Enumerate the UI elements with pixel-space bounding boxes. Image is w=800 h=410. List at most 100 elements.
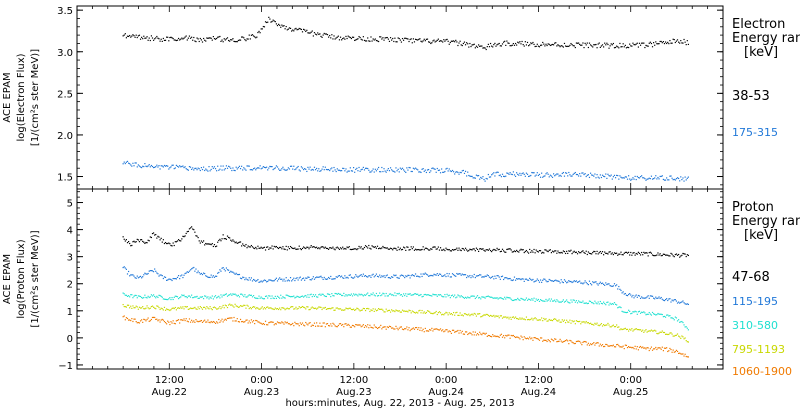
electron-point xyxy=(606,177,608,180)
proton-point xyxy=(371,326,373,329)
proton-point xyxy=(655,296,657,298)
proton-point xyxy=(510,249,512,251)
proton-point xyxy=(213,306,216,308)
proton-point xyxy=(561,281,563,283)
electron-point xyxy=(584,173,586,175)
proton-point xyxy=(211,276,213,278)
proton-point xyxy=(528,298,530,300)
electron-point xyxy=(274,21,276,23)
electron-point xyxy=(264,21,267,23)
proton-point xyxy=(475,315,478,317)
proton-point xyxy=(636,346,638,348)
proton-point xyxy=(399,311,401,313)
proton-point xyxy=(586,253,588,256)
electron-point xyxy=(462,42,464,45)
proton-point xyxy=(376,245,379,247)
proton-point xyxy=(419,249,421,251)
proton-point xyxy=(503,316,505,318)
proton-point xyxy=(393,274,395,276)
proton-point xyxy=(685,326,687,328)
proton-point xyxy=(685,255,687,258)
proton-point xyxy=(231,294,233,296)
proton-point xyxy=(512,299,514,302)
proton-point xyxy=(174,295,176,297)
proton-point xyxy=(521,336,523,338)
proton-point xyxy=(489,277,492,279)
proton-point xyxy=(229,303,231,305)
proton-point xyxy=(536,319,538,321)
electron-point xyxy=(321,36,323,38)
proton-point xyxy=(429,249,431,251)
proton-point xyxy=(351,295,354,297)
electron-point xyxy=(347,170,349,172)
proton-point xyxy=(188,270,191,272)
proton-point xyxy=(506,277,508,279)
proton-point xyxy=(145,273,147,275)
electron-point xyxy=(343,37,345,39)
proton-point xyxy=(547,320,549,322)
proton-point xyxy=(304,247,306,249)
electron-point xyxy=(186,39,188,41)
proton-point xyxy=(243,304,245,306)
electron-point xyxy=(499,45,501,47)
electron-point xyxy=(496,44,498,46)
proton-point xyxy=(248,307,250,310)
proton-point xyxy=(187,308,189,310)
proton-point xyxy=(185,232,187,235)
proton-point xyxy=(645,252,647,254)
proton-point xyxy=(399,247,401,249)
electron-point xyxy=(436,167,438,170)
electron-point xyxy=(614,177,617,179)
electron-point xyxy=(686,40,688,42)
proton-point xyxy=(257,278,259,281)
electron-point xyxy=(617,174,619,177)
proton-point xyxy=(368,275,370,277)
proton-point xyxy=(361,275,363,277)
electron-point xyxy=(374,168,376,170)
proton-point xyxy=(185,272,187,274)
proton-point xyxy=(181,294,183,296)
electron-point xyxy=(673,39,675,41)
proton-point xyxy=(269,295,271,297)
proton-point xyxy=(464,313,467,315)
electron-point xyxy=(485,48,487,51)
proton-point xyxy=(312,294,314,296)
electron-point xyxy=(469,42,471,45)
proton-ylabel-line: [1/(cm²s ster MeV)] xyxy=(30,230,41,327)
proton-point xyxy=(442,296,444,298)
proton-point xyxy=(249,246,251,248)
proton-point xyxy=(657,333,659,335)
proton-point xyxy=(221,238,223,240)
electron-point xyxy=(230,39,232,41)
proton-point xyxy=(146,297,148,299)
electron-point xyxy=(335,170,337,173)
proton-point xyxy=(562,341,564,343)
proton-point xyxy=(485,332,487,334)
proton-point xyxy=(223,307,225,309)
proton-point xyxy=(375,326,378,329)
proton-point xyxy=(651,295,654,297)
proton-point xyxy=(352,277,355,279)
electron-point xyxy=(553,44,555,46)
proton-point xyxy=(606,283,608,286)
electron-point xyxy=(633,178,635,180)
proton-point xyxy=(317,276,319,278)
electron-point xyxy=(549,44,551,47)
proton-point xyxy=(127,295,130,297)
electron-point xyxy=(292,29,294,31)
proton-point xyxy=(663,299,666,302)
electron-point xyxy=(598,42,600,44)
proton-point xyxy=(432,313,434,315)
proton-point xyxy=(320,275,322,277)
proton-point xyxy=(411,248,413,250)
electron-point xyxy=(498,174,500,177)
proton-point xyxy=(413,311,416,314)
proton-point xyxy=(488,276,491,278)
proton-point xyxy=(455,275,457,277)
electron-point xyxy=(168,40,170,42)
electron-point xyxy=(349,36,351,39)
proton-point xyxy=(599,281,601,283)
electron-point xyxy=(482,176,484,178)
electron-point xyxy=(317,32,319,34)
electron-point xyxy=(122,163,124,165)
